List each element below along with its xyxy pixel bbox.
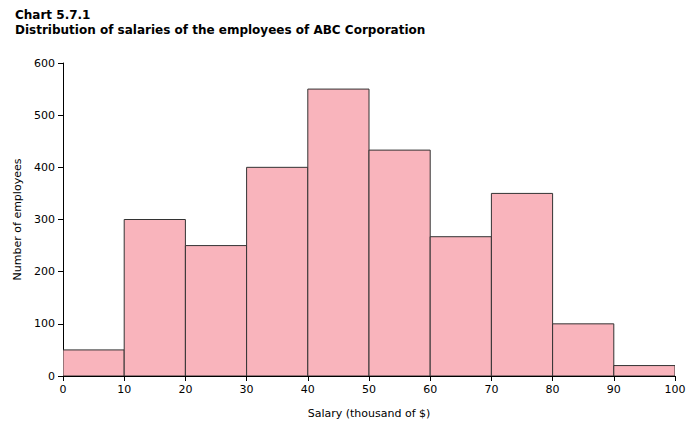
svg-text:0: 0 bbox=[48, 370, 55, 383]
svg-text:70: 70 bbox=[484, 383, 498, 396]
svg-text:200: 200 bbox=[34, 265, 55, 278]
svg-text:500: 500 bbox=[34, 109, 55, 122]
svg-text:400: 400 bbox=[34, 161, 55, 174]
svg-text:20: 20 bbox=[178, 383, 192, 396]
svg-text:90: 90 bbox=[607, 383, 621, 396]
svg-text:Salary (thousand of $): Salary (thousand of $) bbox=[308, 407, 431, 420]
svg-text:300: 300 bbox=[34, 213, 55, 226]
svg-text:50: 50 bbox=[362, 383, 376, 396]
svg-text:80: 80 bbox=[546, 383, 560, 396]
svg-text:40: 40 bbox=[301, 383, 315, 396]
svg-text:0: 0 bbox=[60, 383, 67, 396]
svg-text:10: 10 bbox=[117, 383, 131, 396]
svg-text:Number of employees: Number of employees bbox=[11, 158, 24, 280]
svg-text:30: 30 bbox=[240, 383, 254, 396]
svg-text:Distribution of salaries of th: Distribution of salaries of the employee… bbox=[15, 23, 425, 37]
svg-text:Chart 5.7.1: Chart 5.7.1 bbox=[15, 8, 90, 22]
svg-text:100: 100 bbox=[34, 317, 55, 330]
svg-text:600: 600 bbox=[34, 57, 55, 70]
svg-text:60: 60 bbox=[423, 383, 437, 396]
svg-text:100: 100 bbox=[665, 383, 686, 396]
